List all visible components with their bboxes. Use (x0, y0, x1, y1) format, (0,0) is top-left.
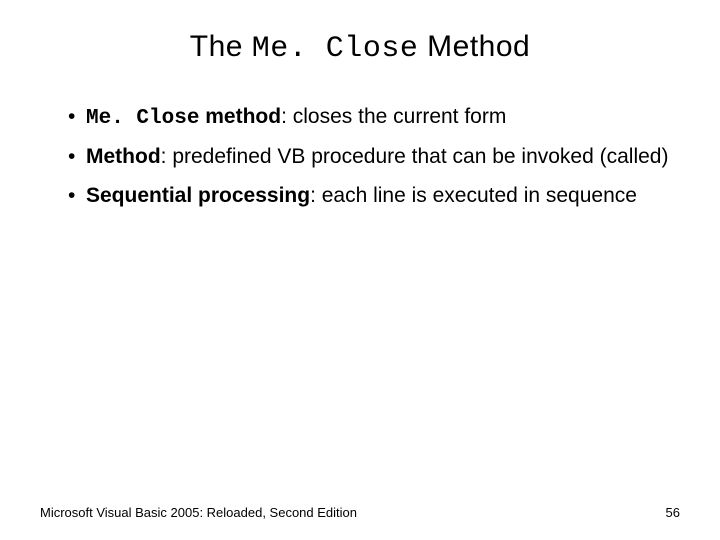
bullet-bold: Sequential processing (86, 184, 310, 207)
list-item: Method: predefined VB procedure that can… (68, 142, 680, 172)
list-item: Sequential processing: each line is exec… (68, 181, 680, 211)
bullet-code: Me. Close (86, 107, 199, 130)
bullet-list: Me. Close method: closes the current for… (40, 102, 680, 211)
bullet-rest: : closes the current form (281, 105, 506, 128)
footer: Microsoft Visual Basic 2005: Reloaded, S… (40, 505, 680, 520)
bullet-bold: Method (86, 145, 161, 168)
bullet-rest: : predefined VB procedure that can be in… (161, 145, 669, 168)
title-code: Me. Close (252, 32, 419, 66)
slide: The Me. Close Method Me. Close method: c… (0, 0, 720, 540)
page-number: 56 (666, 505, 680, 520)
title-pre: The (190, 30, 252, 63)
slide-title: The Me. Close Method (40, 30, 680, 66)
title-post: Method (418, 30, 530, 63)
bullet-rest: : each line is executed in sequence (310, 184, 637, 207)
footer-left: Microsoft Visual Basic 2005: Reloaded, S… (40, 505, 357, 520)
list-item: Me. Close method: closes the current for… (68, 102, 680, 134)
bullet-bold: method (199, 105, 281, 128)
